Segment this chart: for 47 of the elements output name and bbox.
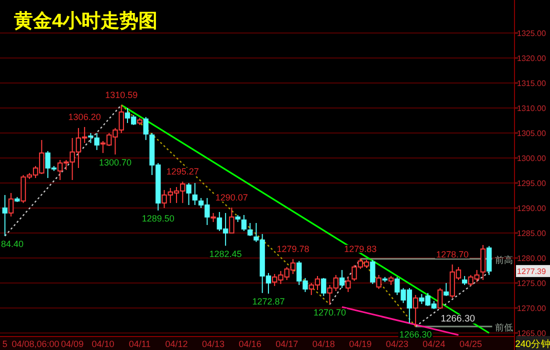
x-tick-label: 04/24 xyxy=(422,339,446,349)
x-tick-label: 04/09 xyxy=(61,339,84,349)
y-tick-label: 1265.00 xyxy=(517,329,546,338)
annotation: 1279.78 xyxy=(276,244,310,254)
annotation: 1295.27 xyxy=(166,166,199,177)
x-tick-label: 04/18 xyxy=(312,339,335,349)
text: 1277.39 xyxy=(517,267,546,276)
annotation: 1266.30 xyxy=(440,314,476,324)
y-tick-label: 1310.00 xyxy=(517,104,546,113)
y-tick-label: 1280.00 xyxy=(517,254,546,263)
x-tick-label: 04/23 xyxy=(386,339,408,349)
x-tick-label: 04/16 xyxy=(238,339,262,349)
y-tick-label: 1275.00 xyxy=(517,279,546,288)
annotation: 1278.70 xyxy=(436,250,469,260)
annotation: 1290.07 xyxy=(215,192,248,203)
y-tick-label: 1305.00 xyxy=(517,129,546,138)
x-tick-label: 04/10 xyxy=(92,339,114,349)
annotation: 1310.59 xyxy=(105,90,138,100)
annotation: 1282.45 xyxy=(209,248,242,259)
x-tick-label: 04/08,06:00 xyxy=(12,339,60,349)
annotation: 1266.30 xyxy=(399,330,432,340)
annotation: 1272.87 xyxy=(252,296,285,307)
x-tick-label: 04/25 xyxy=(459,339,482,349)
x-tick-label: 04/19 xyxy=(349,339,372,349)
y-tick-label: 1320.00 xyxy=(517,54,546,63)
text: 黄金4小时走势图 xyxy=(13,10,158,32)
y-tick-label: 1285.00 xyxy=(517,229,546,238)
y-tick-label: 1270.00 xyxy=(517,304,546,313)
annotation: 1306.20 xyxy=(68,112,101,122)
y-tick-label: 1300.00 xyxy=(517,154,546,163)
text: 240分钟 xyxy=(515,338,550,350)
y-tick-label: 1315.00 xyxy=(517,79,546,88)
x-tick-label: 04/17 xyxy=(276,339,298,349)
x-tick-label: 04/12 xyxy=(165,339,188,349)
y-tick-label: 1290.00 xyxy=(517,204,546,213)
ref-line-label: 前低 xyxy=(495,322,514,332)
x-tick-label: 5 xyxy=(2,339,8,349)
annotation: 1300.70 xyxy=(98,158,132,168)
y-tick-label: 1325.00 xyxy=(517,29,546,38)
x-tick-label: 04/13 xyxy=(202,339,225,349)
y-tick-label: 1295.00 xyxy=(517,179,546,188)
annotation: 1289.50 xyxy=(142,214,174,224)
x-tick-label: 04/11 xyxy=(128,339,151,349)
annotation: 84.40 xyxy=(1,239,24,249)
annotation: 1279.83 xyxy=(344,244,377,254)
ref-line-label: 前高 xyxy=(495,254,514,265)
annotation: 1270.70 xyxy=(313,308,346,318)
